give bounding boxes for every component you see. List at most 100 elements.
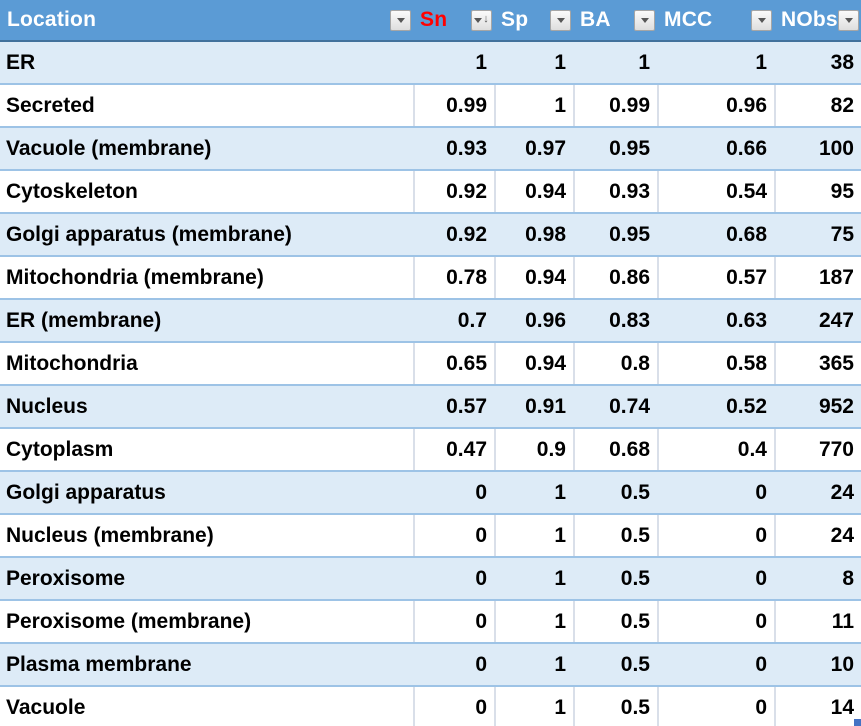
cell-location[interactable]: ER (membrane) (6, 308, 162, 332)
cell-sp[interactable]: 0.98 (525, 222, 566, 246)
cell-mcc[interactable]: 0.57 (657, 257, 774, 298)
cell-ba[interactable]: 0.99 (573, 85, 657, 126)
cell-sn[interactable]: 0 (413, 687, 494, 726)
cell-nobs[interactable]: 247 (818, 308, 854, 332)
filter-button-nobs[interactable] (838, 9, 859, 31)
cell-sn[interactable]: 0.99 (413, 85, 494, 126)
cell-ba[interactable]: 0.5 (573, 601, 657, 642)
cell-sn[interactable]: 0 (413, 601, 494, 642)
cell-location[interactable]: Golgi apparatus (membrane) (6, 222, 292, 246)
cell-location[interactable]: Cytoplasm (6, 437, 114, 461)
cell-sp[interactable]: 1 (494, 601, 573, 642)
cell-nobs[interactable]: 75 (830, 222, 854, 246)
cell-ba[interactable]: 0.74 (609, 394, 650, 418)
cell-location[interactable]: ER (6, 50, 36, 74)
header-cell-nobs[interactable]: NObs (774, 0, 861, 40)
cell-nobs[interactable]: 14 (774, 687, 861, 726)
cell-ba[interactable]: 0.95 (609, 222, 650, 246)
cell-sp[interactable]: 1 (554, 50, 566, 74)
cell-nobs[interactable]: 770 (774, 429, 861, 470)
cell-nobs[interactable]: 952 (818, 394, 854, 418)
cell-location[interactable]: Plasma membrane (6, 652, 192, 676)
cell-mcc[interactable]: 1 (755, 50, 767, 74)
cell-sp[interactable]: 0.96 (525, 308, 566, 332)
cell-nobs[interactable]: 8 (842, 566, 854, 590)
cell-sp[interactable]: 0.9 (494, 429, 573, 470)
cell-mcc[interactable]: 0 (755, 566, 767, 590)
cell-mcc[interactable]: 0.66 (726, 136, 767, 160)
cell-mcc[interactable]: 0 (657, 601, 774, 642)
header-cell-ba[interactable]: BA (573, 0, 657, 40)
cell-ba[interactable]: 0.5 (620, 480, 650, 504)
cell-location[interactable]: Vacuole (membrane) (6, 136, 212, 160)
filter-button-sn[interactable]: ↓ (471, 9, 492, 31)
cell-ba[interactable]: 0.95 (609, 136, 650, 160)
cell-location[interactable]: Mitochondria (6, 351, 138, 375)
cell-mcc[interactable]: 0.68 (726, 222, 767, 246)
cell-nobs[interactable]: 82 (774, 85, 861, 126)
cell-sp[interactable]: 0.94 (494, 257, 573, 298)
header-cell-mcc[interactable]: MCC (657, 0, 774, 40)
cell-nobs[interactable]: 24 (774, 515, 861, 556)
cell-mcc[interactable]: 0 (657, 687, 774, 726)
filter-button-location[interactable] (390, 9, 411, 31)
cell-nobs[interactable]: 10 (830, 652, 854, 676)
cell-nobs[interactable]: 11 (774, 601, 861, 642)
cell-sn[interactable]: 0 (475, 480, 487, 504)
cell-sn[interactable]: 0.7 (457, 308, 487, 332)
cell-ba[interactable]: 0.5 (573, 515, 657, 556)
cell-sn[interactable]: 0.78 (413, 257, 494, 298)
cell-location[interactable]: Cytoskeleton (6, 179, 138, 203)
cell-nobs[interactable]: 100 (818, 136, 854, 160)
cell-ba[interactable]: 0.5 (620, 566, 650, 590)
cell-sn[interactable]: 0.92 (413, 171, 494, 212)
cell-nobs[interactable]: 187 (774, 257, 861, 298)
cell-sp[interactable]: 1 (494, 85, 573, 126)
cell-nobs[interactable]: 24 (830, 480, 854, 504)
cell-sn[interactable]: 0.93 (446, 136, 487, 160)
cell-location[interactable]: Nucleus (6, 394, 88, 418)
cell-location[interactable]: Peroxisome (membrane) (6, 609, 252, 633)
cell-sn[interactable]: 0.47 (413, 429, 494, 470)
selection-fill-handle[interactable] (854, 719, 861, 726)
cell-ba[interactable]: 0.86 (573, 257, 657, 298)
cell-nobs[interactable]: 38 (830, 50, 854, 74)
cell-ba[interactable]: 1 (638, 50, 650, 74)
cell-mcc[interactable]: 0.54 (657, 171, 774, 212)
cell-sn[interactable]: 0.92 (446, 222, 487, 246)
cell-mcc[interactable]: 0.58 (657, 343, 774, 384)
cell-nobs[interactable]: 365 (774, 343, 861, 384)
cell-mcc[interactable]: 0.96 (657, 85, 774, 126)
cell-location[interactable]: Peroxisome (6, 566, 126, 590)
cell-sp[interactable]: 0.94 (494, 343, 573, 384)
cell-sn[interactable]: 0.65 (413, 343, 494, 384)
cell-ba[interactable]: 0.93 (573, 171, 657, 212)
cell-sp[interactable]: 1 (554, 480, 566, 504)
cell-ba[interactable]: 0.83 (609, 308, 650, 332)
cell-sp[interactable]: 0.97 (525, 136, 566, 160)
cell-mcc[interactable]: 0 (755, 480, 767, 504)
cell-mcc[interactable]: 0 (657, 515, 774, 556)
cell-sn[interactable]: 0 (413, 515, 494, 556)
header-cell-sp[interactable]: Sp (494, 0, 573, 40)
header-cell-sn[interactable]: Sn ↓ (413, 0, 494, 40)
cell-sn[interactable]: 0 (475, 652, 487, 676)
cell-sp[interactable]: 0.91 (525, 394, 566, 418)
header-cell-location[interactable]: Location (0, 0, 413, 40)
filter-button-mcc[interactable] (751, 9, 772, 31)
cell-sn[interactable]: 0 (475, 566, 487, 590)
filter-button-ba[interactable] (634, 9, 655, 31)
cell-nobs[interactable]: 95 (774, 171, 861, 212)
cell-sn[interactable]: 0.57 (446, 394, 487, 418)
cell-sp[interactable]: 0.94 (494, 171, 573, 212)
cell-location[interactable]: Vacuole (6, 695, 86, 719)
cell-sp[interactable]: 1 (554, 566, 566, 590)
cell-sp[interactable]: 1 (494, 687, 573, 726)
cell-sp[interactable]: 1 (554, 652, 566, 676)
cell-location[interactable]: Nucleus (membrane) (6, 523, 214, 547)
cell-mcc[interactable]: 0 (755, 652, 767, 676)
cell-ba[interactable]: 0.5 (620, 652, 650, 676)
cell-ba[interactable]: 0.68 (573, 429, 657, 470)
cell-sp[interactable]: 1 (494, 515, 573, 556)
cell-location[interactable]: Mitochondria (membrane) (6, 265, 264, 289)
